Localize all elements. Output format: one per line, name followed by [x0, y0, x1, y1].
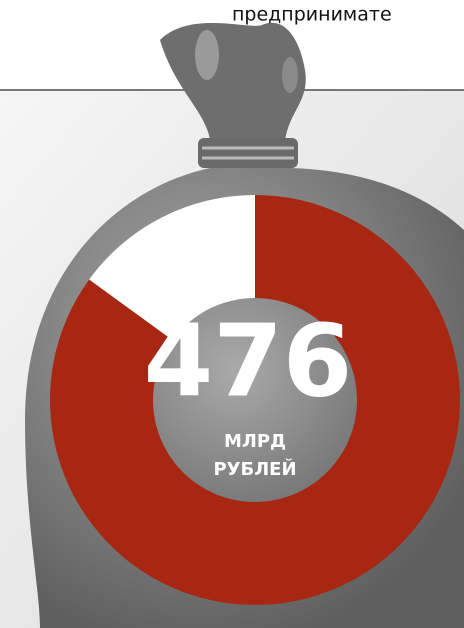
chart-title: предприниматe [232, 4, 392, 26]
page: предприниматe 476 МЛРД РУБЛЕЙ (() => { c… [0, 0, 464, 628]
center-sublabel: РУБЛЕЙ [213, 458, 296, 480]
center-sublabel: МЛРД [224, 431, 286, 452]
chart: предприниматe 476 МЛРД РУБЛЕЙ [0, 0, 464, 628]
center-value: 476 [144, 302, 353, 419]
